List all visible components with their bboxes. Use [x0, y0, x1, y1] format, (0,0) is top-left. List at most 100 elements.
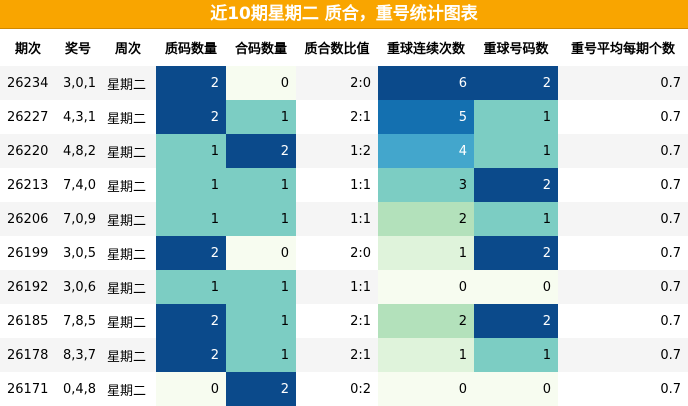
cell-repeat-ball-count: 1 [474, 134, 558, 168]
cell-period: 26220 [0, 134, 56, 168]
cell-composite-count: 1 [226, 100, 296, 134]
cell-repeat-streak: 6 [378, 66, 474, 100]
stats-table: 期次 奖号 周次 质码数量 合码数量 质合数比值 重球连续次数 重球号码数 重号平均每期个数 2… [0, 29, 688, 406]
cell-repeat-ball-count: 1 [474, 202, 558, 236]
cell-composite-count: 1 [226, 168, 296, 202]
table-row: 26178 8,3,7 星期二 2 1 2:1 1 1 0.7 [0, 338, 688, 372]
cell-repeat-ball-count: 1 [474, 338, 558, 372]
cell-prime-count: 1 [156, 202, 226, 236]
header-period: 期次 [0, 29, 56, 66]
cell-numbers: 7,8,5 [56, 304, 100, 338]
cell-prime-composite-ratio: 2:1 [296, 338, 378, 372]
cell-prime-composite-ratio: 2:1 [296, 100, 378, 134]
cell-weekday: 星期二 [100, 168, 156, 202]
cell-repeat-avg: 0.7 [558, 338, 688, 372]
cell-repeat-ball-count: 0 [474, 270, 558, 304]
cell-repeat-ball-count: 2 [474, 236, 558, 270]
cell-numbers: 8,3,7 [56, 338, 100, 372]
cell-numbers: 4,8,2 [56, 134, 100, 168]
header-row: 期次 奖号 周次 质码数量 合码数量 质合数比值 重球连续次数 重球号码数 重号平均每期个数 [0, 29, 688, 66]
cell-composite-count: 1 [226, 202, 296, 236]
cell-composite-count: 0 [226, 66, 296, 100]
chart-title: 近10期星期二 质合，重号统计图表 [0, 0, 688, 29]
table-row: 26192 3,0,6 星期二 1 1 1:1 0 0 0.7 [0, 270, 688, 304]
cell-prime-composite-ratio: 2:1 [296, 304, 378, 338]
cell-numbers: 7,4,0 [56, 168, 100, 202]
cell-repeat-streak: 1 [378, 338, 474, 372]
cell-repeat-avg: 0.7 [558, 372, 688, 406]
cell-composite-count: 1 [226, 338, 296, 372]
header-composite-count: 合码数量 [226, 29, 296, 66]
cell-composite-count: 1 [226, 270, 296, 304]
cell-period: 26192 [0, 270, 56, 304]
cell-prime-composite-ratio: 0:2 [296, 372, 378, 406]
cell-weekday: 星期二 [100, 202, 156, 236]
cell-repeat-streak: 4 [378, 134, 474, 168]
cell-prime-count: 0 [156, 372, 226, 406]
header-prime-composite-ratio: 质合数比值 [296, 29, 378, 66]
cell-repeat-ball-count: 1 [474, 100, 558, 134]
cell-prime-count: 2 [156, 66, 226, 100]
cell-prime-count: 2 [156, 100, 226, 134]
cell-weekday: 星期二 [100, 270, 156, 304]
cell-composite-count: 2 [226, 134, 296, 168]
cell-period: 26213 [0, 168, 56, 202]
cell-numbers: 3,0,6 [56, 270, 100, 304]
cell-prime-composite-ratio: 1:1 [296, 168, 378, 202]
cell-prime-count: 2 [156, 236, 226, 270]
cell-composite-count: 2 [226, 372, 296, 406]
cell-repeat-avg: 0.7 [558, 100, 688, 134]
header-prime-count: 质码数量 [156, 29, 226, 66]
cell-weekday: 星期二 [100, 134, 156, 168]
cell-prime-composite-ratio: 2:0 [296, 66, 378, 100]
cell-numbers: 3,0,5 [56, 236, 100, 270]
cell-repeat-avg: 0.7 [558, 304, 688, 338]
cell-repeat-streak: 0 [378, 270, 474, 304]
cell-prime-count: 2 [156, 338, 226, 372]
cell-period: 26199 [0, 236, 56, 270]
cell-prime-count: 1 [156, 168, 226, 202]
cell-weekday: 星期二 [100, 100, 156, 134]
cell-repeat-ball-count: 2 [474, 168, 558, 202]
cell-repeat-streak: 3 [378, 168, 474, 202]
header-repeat-ball-count: 重球号码数 [474, 29, 558, 66]
cell-repeat-avg: 0.7 [558, 134, 688, 168]
cell-prime-count: 1 [156, 134, 226, 168]
cell-period: 26185 [0, 304, 56, 338]
cell-prime-count: 2 [156, 304, 226, 338]
cell-prime-composite-ratio: 1:1 [296, 202, 378, 236]
cell-period: 26227 [0, 100, 56, 134]
cell-repeat-avg: 0.7 [558, 168, 688, 202]
cell-repeat-ball-count: 2 [474, 304, 558, 338]
cell-composite-count: 1 [226, 304, 296, 338]
cell-repeat-streak: 1 [378, 236, 474, 270]
cell-repeat-avg: 0.7 [558, 66, 688, 100]
cell-prime-count: 1 [156, 270, 226, 304]
table-row: 26206 7,0,9 星期二 1 1 1:1 2 1 0.7 [0, 202, 688, 236]
table-row: 26199 3,0,5 星期二 2 0 2:0 1 2 0.7 [0, 236, 688, 270]
cell-weekday: 星期二 [100, 304, 156, 338]
table-body: 26234 3,0,1 星期二 2 0 2:0 6 2 0.7 26227 4,3,1 星期二 2 1 2:… [0, 66, 688, 406]
cell-prime-composite-ratio: 2:0 [296, 236, 378, 270]
cell-weekday: 星期二 [100, 372, 156, 406]
table-row: 26234 3,0,1 星期二 2 0 2:0 6 2 0.7 [0, 66, 688, 100]
cell-period: 26171 [0, 372, 56, 406]
cell-period: 26206 [0, 202, 56, 236]
cell-repeat-ball-count: 2 [474, 66, 558, 100]
header-repeat-streak: 重球连续次数 [378, 29, 474, 66]
cell-repeat-streak: 5 [378, 100, 474, 134]
table-row: 26185 7,8,5 星期二 2 1 2:1 2 2 0.7 [0, 304, 688, 338]
cell-numbers: 7,0,9 [56, 202, 100, 236]
cell-repeat-avg: 0.7 [558, 236, 688, 270]
table-row: 26213 7,4,0 星期二 1 1 1:1 3 2 0.7 [0, 168, 688, 202]
cell-weekday: 星期二 [100, 338, 156, 372]
cell-weekday: 星期二 [100, 236, 156, 270]
cell-period: 26178 [0, 338, 56, 372]
cell-prime-composite-ratio: 1:1 [296, 270, 378, 304]
cell-numbers: 3,0,1 [56, 66, 100, 100]
table-row: 26220 4,8,2 星期二 1 2 1:2 4 1 0.7 [0, 134, 688, 168]
header-repeat-avg: 重号平均每期个数 [558, 29, 688, 66]
table-row: 26171 0,4,8 星期二 0 2 0:2 0 0 0.7 [0, 372, 688, 406]
cell-repeat-streak: 0 [378, 372, 474, 406]
cell-repeat-avg: 0.7 [558, 202, 688, 236]
